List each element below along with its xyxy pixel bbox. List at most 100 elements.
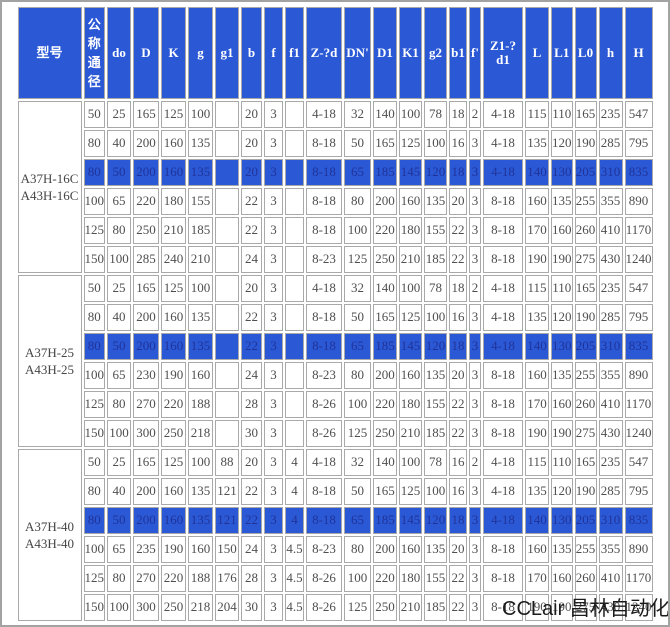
table-cell: 3 [469, 420, 481, 447]
table-cell: 190 [574, 130, 597, 157]
table-cell: 210 [399, 594, 422, 621]
table-cell: 20 [241, 275, 262, 302]
table-row: 80 50 200 160 135 121 22 3 4 8-18 65 185 145 120 18 3 4-… [18, 507, 653, 534]
table-cell: 310 [598, 507, 623, 534]
table-cell: 3 [264, 130, 283, 157]
model-cell: A37H-40 A43H-40 [17, 449, 82, 621]
table-cell: 160 [161, 159, 186, 186]
table-cell [285, 304, 304, 331]
table-cell: 160 [551, 565, 573, 592]
table-cell: 3 [469, 391, 481, 418]
table-cell: 135 [424, 188, 447, 215]
table-cell: 50 [344, 304, 371, 331]
column-header: DN' [344, 7, 371, 99]
model-cell: A37H-25 A43H-25 [17, 275, 82, 447]
table-cell: 8-18 [483, 594, 523, 621]
table-cell: 547 [624, 275, 653, 302]
table-cell: 185 [373, 333, 397, 360]
table-cell: 150 [83, 594, 105, 621]
table-cell: 230 [133, 362, 159, 389]
table-cell: 165 [373, 478, 397, 505]
table-cell: 8-18 [306, 159, 342, 186]
table-cell: 1170 [624, 217, 653, 244]
table-cell: 300 [133, 594, 159, 621]
table-cell: 185 [373, 507, 397, 534]
table-cell: 4-18 [306, 449, 342, 476]
table-cell: 275 [574, 420, 597, 447]
table-cell [285, 130, 304, 157]
table-cell: 3 [469, 478, 481, 505]
table-cell: 890 [624, 362, 653, 389]
table-cell: 155 [424, 391, 447, 418]
table-cell: 235 [598, 449, 623, 476]
table-cell: 22 [449, 246, 467, 273]
table-cell: 185 [188, 217, 213, 244]
table-cell: 125 [83, 217, 105, 244]
table-cell [215, 188, 239, 215]
table-cell: 135 [188, 130, 213, 157]
table-cell: 355 [598, 188, 623, 215]
table-cell: 180 [399, 217, 422, 244]
table-cell: 190 [551, 594, 573, 621]
table-cell: 4 [285, 478, 304, 505]
table-cell: 260 [574, 391, 597, 418]
table-cell: 100 [188, 275, 213, 302]
table-cell: 210 [399, 420, 422, 447]
table-cell: 8-18 [306, 304, 342, 331]
table-cell: 190 [525, 420, 549, 447]
table-cell: 78 [424, 101, 447, 128]
table-cell: 110 [551, 101, 573, 128]
table-cell: 135 [188, 478, 213, 505]
table-cell: 65 [344, 333, 371, 360]
table-cell: 160 [161, 478, 186, 505]
table-cell: 22 [449, 391, 467, 418]
table-cell: 250 [133, 217, 159, 244]
column-header: L [525, 7, 549, 99]
table-cell: 180 [161, 188, 186, 215]
table-cell: 135 [551, 362, 573, 389]
table-cell: 40 [107, 478, 131, 505]
table-cell: 220 [161, 391, 186, 418]
table-cell: 135 [424, 362, 447, 389]
table-row: 150 100 300 250 218 30 3 8-26 125 250 210 185 22 3 8-1… [18, 420, 653, 447]
table-cell: 4-18 [306, 101, 342, 128]
table-cell: 8-18 [483, 420, 523, 447]
table-cell: 255 [574, 362, 597, 389]
table-cell: 2 [469, 101, 481, 128]
table-cell: 32 [344, 275, 371, 302]
table-cell: 8-18 [306, 217, 342, 244]
table-cell: 160 [399, 188, 422, 215]
table-cell: 235 [598, 101, 623, 128]
table-cell: 125 [344, 420, 371, 447]
table-cell: 125 [161, 449, 186, 476]
table-cell: 20 [449, 188, 467, 215]
table-cell: 100 [344, 391, 371, 418]
table-row: 150 100 285 240 210 24 3 8-23 125 250 210 185 22 3 8-1… [18, 246, 653, 273]
table-cell: 3 [264, 217, 283, 244]
table-cell: 140 [525, 507, 549, 534]
table-cell: 4-18 [483, 478, 523, 505]
table-cell: 150 [83, 420, 105, 447]
table-cell: 22 [241, 478, 262, 505]
table-cell: 795 [624, 304, 653, 331]
table-cell: 270 [133, 391, 159, 418]
table-cell: 430 [598, 594, 623, 621]
table-cell: 3 [264, 594, 283, 621]
table-cell: 3 [264, 304, 283, 331]
table-cell: 135 [551, 536, 573, 563]
table-cell: 135 [551, 188, 573, 215]
table-cell: 125 [161, 101, 186, 128]
table-cell: 218 [188, 420, 213, 447]
table-cell: 80 [83, 507, 105, 534]
table-cell: 4.5 [285, 565, 304, 592]
table-cell: 170 [525, 565, 549, 592]
table-cell: 3 [469, 362, 481, 389]
table-cell [285, 246, 304, 273]
table-cell [215, 275, 239, 302]
table-cell: 65 [344, 507, 371, 534]
table-cell: 65 [107, 536, 131, 563]
table-cell: 190 [525, 246, 549, 273]
column-header: f' [469, 7, 481, 99]
